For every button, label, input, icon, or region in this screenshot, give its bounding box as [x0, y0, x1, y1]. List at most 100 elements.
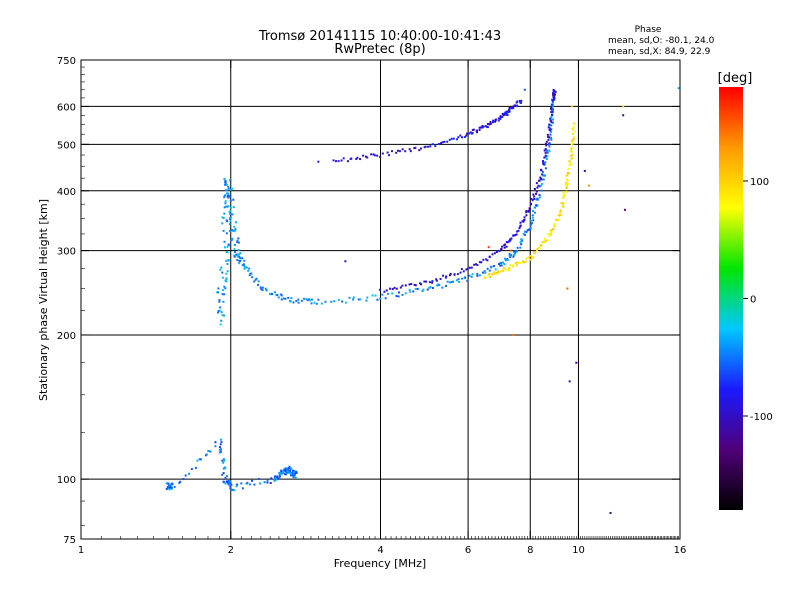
data-point	[414, 287, 417, 290]
data-point	[476, 264, 479, 267]
data-point	[414, 146, 417, 149]
data-point	[404, 150, 407, 153]
data-point	[445, 275, 448, 278]
data-point	[465, 134, 468, 137]
data-point	[448, 138, 451, 141]
data-point	[525, 231, 528, 234]
data-point	[209, 450, 212, 453]
data-point	[548, 128, 551, 131]
data-point	[508, 254, 511, 257]
data-point	[557, 218, 560, 221]
data-point	[313, 301, 316, 304]
data-point	[359, 158, 362, 161]
data-point	[431, 143, 434, 146]
data-point	[475, 131, 478, 134]
data-point	[490, 265, 493, 268]
data-point	[342, 157, 345, 160]
data-point	[223, 196, 226, 199]
data-point	[493, 271, 496, 274]
data-point	[373, 154, 376, 157]
data-point	[476, 272, 479, 275]
data-point	[505, 110, 508, 113]
data-point	[527, 210, 530, 213]
data-point	[260, 288, 263, 291]
data-point	[233, 250, 236, 253]
data-point	[506, 259, 509, 262]
data-point	[366, 156, 369, 159]
data-point	[461, 277, 464, 280]
data-point	[520, 99, 523, 102]
data-point	[505, 113, 508, 116]
y-tick-label: 100	[57, 475, 76, 486]
data-point	[227, 187, 230, 190]
data-point	[469, 131, 472, 134]
data-point	[398, 150, 401, 153]
data-point	[485, 258, 488, 261]
data-point	[231, 213, 234, 216]
data-point	[236, 240, 239, 243]
data-point	[497, 119, 500, 122]
data-point	[229, 212, 232, 215]
data-point	[550, 107, 553, 110]
data-point	[520, 238, 523, 241]
data-point	[364, 155, 367, 158]
data-point	[239, 259, 242, 262]
data-point	[459, 134, 462, 137]
data-point	[434, 145, 437, 148]
data-point	[496, 250, 499, 253]
data-point	[179, 480, 182, 483]
data-point	[294, 470, 297, 473]
data-point	[229, 199, 232, 202]
data-point	[499, 116, 502, 119]
data-point	[512, 250, 515, 253]
data-point	[547, 136, 550, 139]
data-point	[237, 253, 240, 256]
data-point	[524, 260, 527, 263]
data-point	[229, 485, 232, 488]
data-point	[446, 280, 449, 283]
data-point	[566, 182, 569, 185]
data-point	[346, 160, 349, 163]
data-point	[341, 300, 344, 303]
data-point	[236, 483, 239, 486]
data-point	[226, 192, 229, 195]
data-point	[232, 198, 235, 201]
data-point	[583, 169, 586, 172]
data-point	[249, 272, 252, 275]
data-point	[677, 87, 680, 90]
data-point	[473, 263, 476, 266]
data-point	[221, 222, 224, 225]
data-point	[475, 263, 478, 266]
data-point	[500, 264, 503, 267]
data-point	[511, 265, 514, 268]
data-point	[504, 257, 507, 260]
data-point	[278, 476, 281, 479]
data-point	[378, 288, 381, 291]
data-point	[222, 461, 225, 464]
data-point	[280, 472, 283, 475]
data-point	[552, 103, 555, 106]
data-point	[545, 144, 548, 147]
data-point	[554, 93, 557, 96]
y-tick-label: 200	[57, 331, 76, 342]
data-point	[229, 179, 232, 182]
data-point	[508, 268, 511, 271]
data-point	[290, 467, 293, 470]
data-point	[273, 476, 276, 479]
data-point	[550, 113, 553, 116]
data-point	[261, 289, 264, 292]
data-point	[506, 241, 509, 244]
data-point	[536, 249, 539, 252]
data-point	[553, 224, 556, 227]
data-point	[441, 286, 444, 289]
data-point	[243, 266, 246, 269]
data-point	[466, 132, 469, 135]
data-point	[355, 158, 358, 161]
data-point	[548, 234, 551, 237]
data-point	[512, 107, 515, 110]
data-point	[266, 481, 269, 484]
data-point	[551, 110, 554, 113]
data-point	[562, 195, 565, 198]
data-point	[504, 268, 507, 271]
data-point	[167, 482, 170, 485]
